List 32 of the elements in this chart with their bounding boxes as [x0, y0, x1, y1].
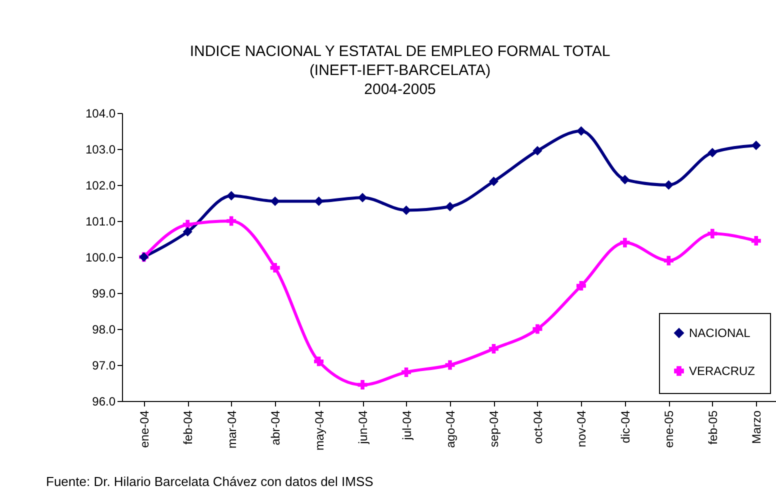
x-tick-label: Marzo	[750, 410, 764, 444]
y-tick-label: 100.0	[85, 250, 116, 264]
x-tick-label: may-04	[312, 410, 326, 451]
x-tick-label: dic-04	[618, 410, 632, 444]
source-note: Fuente: Dr. Hilario Barcelata Chávez con datos del IMSS	[46, 474, 374, 489]
x-tick-label: ene-05	[662, 410, 676, 448]
x-tick-label: abr-04	[268, 410, 283, 446]
y-tick-label: 104.0	[85, 106, 116, 120]
x-tick-label: ene-04	[137, 410, 152, 448]
x-tick-label: sep-04	[487, 410, 502, 448]
y-tick-label: 99.0	[92, 286, 116, 300]
y-tick-label: 101.0	[85, 214, 116, 228]
legend-label: NACIONAL	[689, 326, 751, 340]
y-tick-label: 102.0	[85, 178, 116, 192]
x-tick-label: ago-04	[444, 410, 458, 448]
point	[488, 176, 498, 186]
y-tick-label: 98.0	[92, 322, 116, 336]
x-tick-label: mar-04	[224, 410, 239, 449]
point	[402, 367, 412, 377]
x-tick-label: nov-04	[574, 410, 589, 448]
x-tick-label: jul-04	[400, 410, 414, 441]
y-tick-label: 96.0	[92, 394, 116, 408]
chart-title: INDICE NACIONAL Y ESTATAL DE EMPLEO FORMAL TOTAL (INEFT-IEFT-BARCELATA) 2004-2005	[190, 43, 610, 98]
y-tick-label: 103.0	[85, 142, 116, 156]
point	[402, 205, 412, 215]
x-tick-label: feb-05	[706, 410, 720, 445]
x-tick-label: jun-04	[356, 410, 370, 445]
legend-label: VERACRUZ	[689, 364, 756, 378]
x-tick-label: oct-04	[530, 410, 545, 444]
x-tick-label: feb-04	[181, 410, 196, 445]
y-tick-label: 97.0	[92, 358, 116, 372]
point	[488, 344, 498, 354]
